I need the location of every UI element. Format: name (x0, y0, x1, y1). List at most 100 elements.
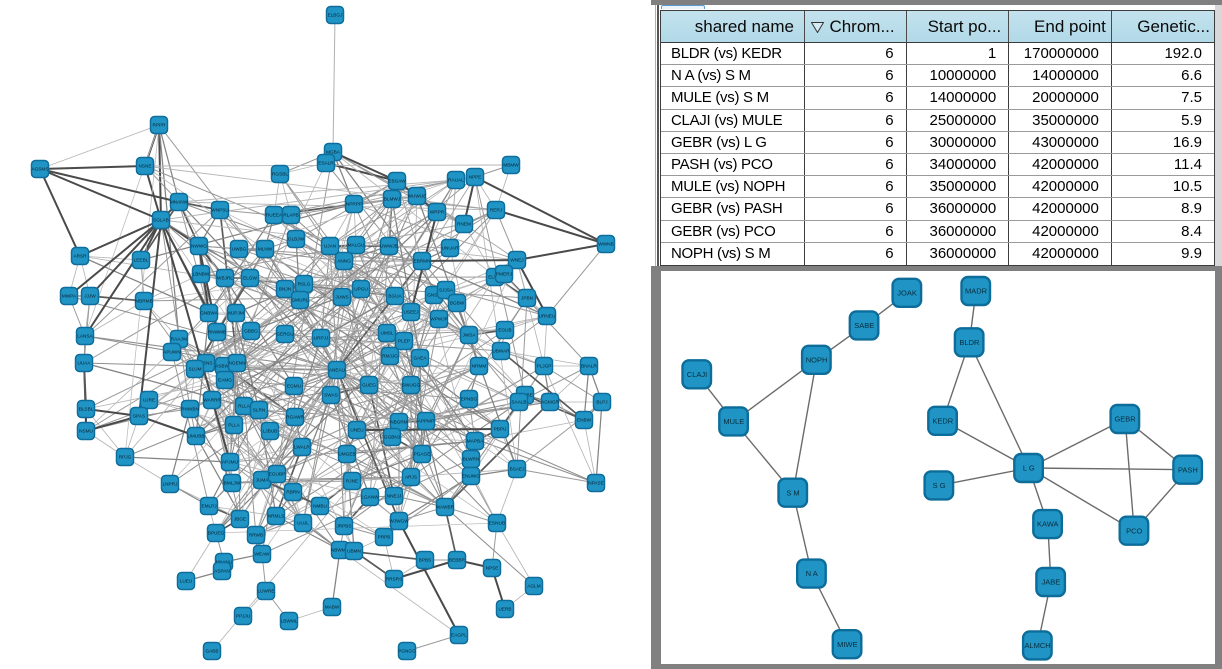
svg-text:NPASE: NPASE (588, 481, 604, 486)
svg-text:WARRR: WARRR (203, 398, 221, 403)
svg-text:NMBU: NMBU (313, 504, 327, 509)
svg-text:WUWUE: WUWUE (408, 194, 427, 199)
svg-text:RUEEA: RUEEA (266, 213, 283, 218)
svg-text:PMERJ: PMERJ (496, 272, 512, 277)
svg-text:UMSL: UMSL (380, 331, 393, 336)
svg-text:SWAS: SWAS (324, 393, 338, 398)
svg-text:SAALB: SAALB (511, 400, 526, 405)
svg-text:UJAN: UJAN (324, 244, 336, 249)
svg-text:JOAK: JOAK (897, 288, 917, 297)
svg-text:KEDR: KEDR (932, 416, 953, 425)
svg-text:RMJJG: RMJJG (382, 354, 398, 359)
svg-text:EGUB: EGUB (498, 328, 511, 333)
svg-text:EBGAW: EBGAW (388, 179, 406, 184)
svg-text:NPPE: NPPE (469, 175, 482, 180)
svg-text:NOPH: NOPH (805, 355, 827, 364)
svg-text:AGSMS: AGSMS (32, 167, 49, 172)
svg-text:UBWAR: UBWAR (492, 349, 510, 354)
svg-text:MNANW: MNANW (170, 200, 189, 205)
svg-text:MALGU: MALGU (348, 243, 365, 248)
svg-text:RNWBN: RNWBN (181, 407, 199, 412)
svg-text:GGBNJ: GGBNJ (384, 435, 400, 440)
svg-text:RSNS: RSNS (199, 361, 212, 366)
svg-text:GNBWA: GNBWA (200, 311, 218, 316)
svg-text:JUWS: JUWS (335, 295, 348, 300)
svg-text:GUEG: GUEG (362, 383, 376, 388)
svg-text:JWSA: JWSA (462, 333, 476, 338)
svg-text:PGNGG: PGNGG (398, 649, 416, 654)
svg-text:WJWGW: WJWGW (389, 519, 409, 524)
svg-text:PCO: PCO (1126, 526, 1142, 535)
svg-text:GNSN: GNSN (427, 293, 441, 298)
svg-text:N A: N A (805, 569, 817, 578)
svg-text:ESNUB: ESNUB (489, 521, 505, 526)
svg-text:SABE: SABE (854, 321, 874, 330)
svg-text:RNEM: RNEM (457, 222, 471, 227)
svg-text:UMUBB: UMUBB (188, 434, 205, 439)
svg-text:WNPSU: WNPSU (211, 208, 229, 213)
svg-text:RERJ: RERJ (490, 208, 502, 213)
svg-text:AGMGR: AGMGR (541, 400, 559, 405)
svg-text:JJJW: JJJW (84, 294, 96, 299)
svg-text:WWNB: WWNB (598, 242, 613, 247)
svg-text:MLNW: MLNW (258, 247, 273, 252)
svg-text:LANSA: LANSA (77, 334, 93, 339)
svg-text:LWALR: LWALR (294, 445, 310, 450)
svg-text:LBWML: LBWML (281, 619, 298, 624)
svg-text:LUWRE: LUWRE (258, 589, 275, 594)
svg-text:S M: S M (786, 488, 799, 497)
svg-text:NRMM: NRMM (472, 364, 487, 369)
svg-text:WAWBR: WAWBR (436, 505, 455, 510)
svg-text:GEBR: GEBR (1114, 415, 1136, 424)
svg-text:ENBW: ENBW (577, 418, 592, 423)
svg-text:GBBG: GBBG (244, 329, 258, 334)
svg-text:UMGEB: UMGEB (338, 452, 355, 457)
svg-text:BLMWJ: BLMWJ (384, 197, 400, 202)
svg-text:USEEJ: USEEJ (403, 310, 418, 315)
svg-text:JBGE: JBGE (234, 517, 246, 522)
svg-text:EAMG: EAMG (218, 378, 232, 383)
svg-text:SWUGG: SWUGG (402, 383, 421, 388)
svg-text:URNEU: URNEU (539, 314, 556, 319)
svg-text:NSMU: NSMU (79, 429, 93, 434)
svg-text:ASBWM: ASBWM (215, 364, 233, 369)
svg-text:MBMW: MBMW (503, 163, 519, 168)
svg-text:JRPBS: JRPBS (336, 524, 351, 529)
svg-text:ELBGJ: ELBGJ (328, 13, 343, 18)
svg-text:WEAW: WEAW (255, 552, 271, 557)
svg-text:LBNBW: LBNBW (193, 272, 210, 277)
svg-text:WPWJP: WPWJP (430, 317, 447, 322)
svg-text:PPJJU: PPJJU (236, 614, 251, 619)
svg-text:APUWN: APUWN (163, 350, 180, 355)
svg-text:UUAA: UUAA (77, 361, 91, 366)
svg-text:UWBG: UWBG (232, 247, 247, 252)
svg-text:SLRN: SLRN (253, 408, 266, 413)
svg-text:EBRMN: EBRMN (414, 259, 431, 264)
svg-text:LNPRJ: LNPRJ (163, 482, 178, 487)
svg-text:URPJJ: URPJJ (314, 336, 329, 341)
svg-text:RPJG: RPJG (119, 455, 132, 460)
svg-text:PGAGE: PGAGE (414, 452, 431, 457)
svg-text:ESALR: ESALR (318, 161, 334, 166)
svg-text:PLLA: PLLA (228, 423, 240, 428)
svg-text:BMLJW: BMLJW (224, 481, 241, 486)
svg-text:RAUAL: RAUAL (448, 178, 464, 183)
svg-text:MAPBA: MAPBA (467, 439, 484, 444)
svg-text:BPUEG: BPUEG (208, 531, 225, 536)
svg-text:SPAS: SPAS (133, 414, 145, 419)
svg-text:NGENN: NGENN (229, 361, 246, 366)
svg-text:RLLA: RLLA (238, 404, 251, 409)
svg-text:EPNBG: EPNBG (461, 397, 478, 402)
svg-text:MADR: MADR (964, 287, 987, 296)
svg-text:UNUAR: UNUAR (442, 246, 459, 251)
svg-text:RPPR: RPPR (152, 123, 166, 128)
svg-text:BSAEJ: BSAEJ (510, 467, 525, 472)
svg-text:ALMCH: ALMCH (1024, 641, 1050, 650)
svg-text:PLJGP: PLJGP (537, 364, 552, 369)
svg-text:RJNE: RJNE (346, 479, 358, 484)
svg-text:ELGW: ELGW (243, 276, 257, 281)
svg-text:BLPJ: BLPJ (596, 400, 607, 405)
svg-text:BPBS: BPBS (419, 558, 432, 563)
svg-text:MJPJM: MJPJM (228, 311, 244, 316)
svg-text:NRMLS: NRMLS (268, 514, 284, 519)
